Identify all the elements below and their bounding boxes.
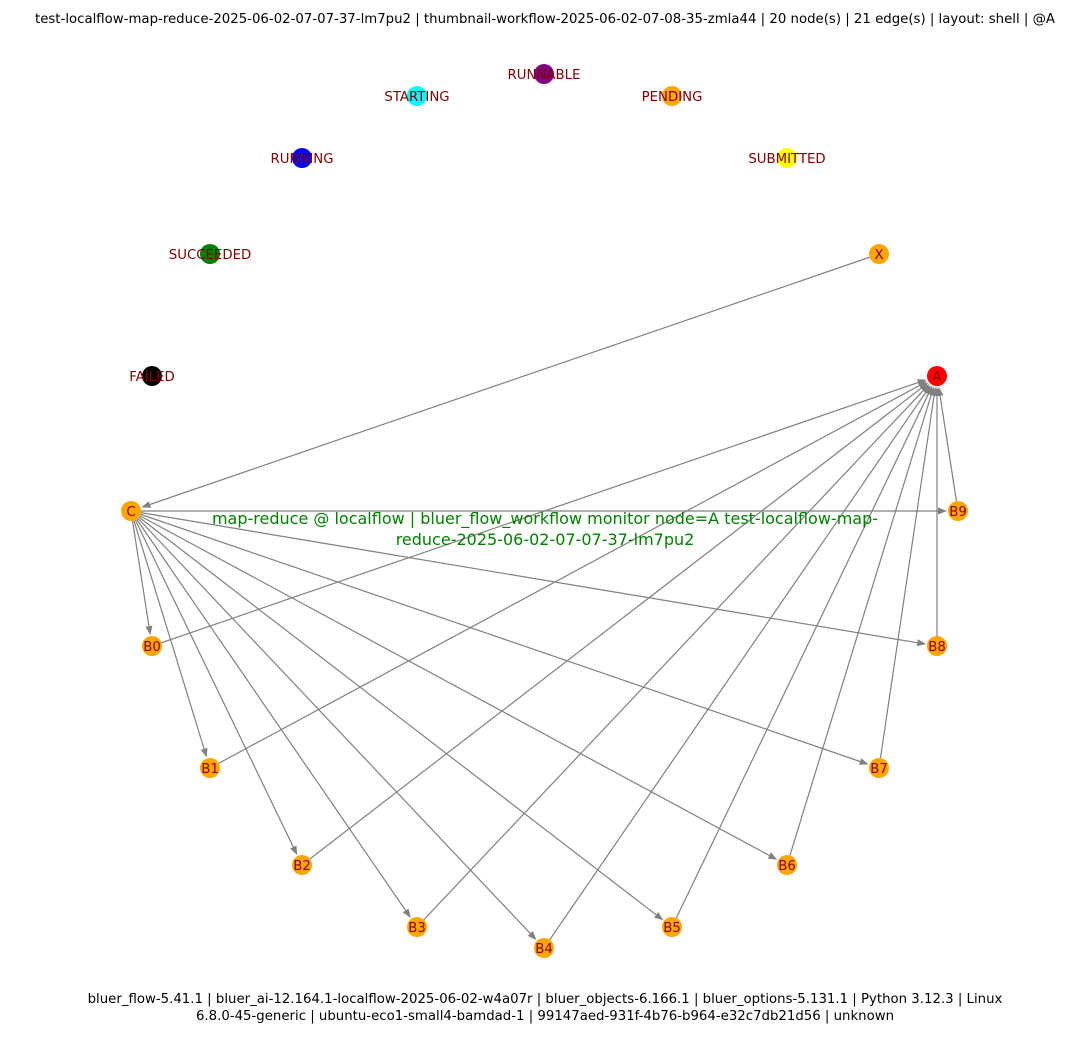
graph-title: test-localflow-map-reduce-2025-06-02-07-… bbox=[35, 12, 1055, 27]
node-label-b7: B7 bbox=[870, 762, 888, 777]
footer-line1: bluer_flow-5.41.1 | bluer_ai-12.164.1-lo… bbox=[88, 992, 1003, 1007]
legend-node-pending: PENDING bbox=[642, 86, 703, 106]
node-x: X bbox=[869, 244, 889, 264]
edge-c-to-b9 bbox=[141, 507, 947, 515]
legend-node-failed: FAILED bbox=[129, 366, 175, 386]
node-label-c: C bbox=[126, 505, 135, 520]
edge-c-to-b3 bbox=[136, 518, 411, 918]
monitor-caption-line1: map-reduce @ localflow | bluer_flow_work… bbox=[212, 509, 878, 529]
node-label-b8: B8 bbox=[928, 640, 946, 655]
node-b6: B6 bbox=[777, 855, 797, 875]
node-b2: B2 bbox=[292, 855, 312, 875]
edge-c-to-b0 bbox=[131, 520, 153, 636]
edge-b1-to-a bbox=[218, 381, 928, 764]
node-label-a: A bbox=[932, 370, 941, 385]
node-b9: B9 bbox=[948, 501, 968, 521]
edge-c-to-b2 bbox=[134, 519, 298, 856]
edge-x-to-c bbox=[141, 256, 870, 508]
legend-label-runnable: RUNNABLE bbox=[508, 68, 581, 83]
legend-label-failed: FAILED bbox=[129, 370, 175, 385]
legend-label-succeeded: SUCCEEDED bbox=[169, 248, 251, 263]
monitor-caption-line2: reduce-2025-06-02-07-07-37-lm7pu2 bbox=[396, 530, 695, 549]
node-b8: B8 bbox=[927, 636, 947, 656]
legend-label-submitted: SUBMITTED bbox=[748, 152, 825, 167]
edge-c-to-b6 bbox=[139, 515, 778, 860]
edges-layer bbox=[131, 256, 958, 941]
node-label-b4: B4 bbox=[535, 942, 553, 957]
node-label-b6: B6 bbox=[778, 859, 796, 874]
node-b4: B4 bbox=[534, 938, 554, 958]
nodes-layer: RUNNABLE STARTING PENDING RUNNING SUBMITTED S… bbox=[121, 64, 968, 958]
edge-c-to-b5 bbox=[138, 516, 664, 921]
node-label-b2: B2 bbox=[293, 859, 311, 874]
node-label-b5: B5 bbox=[663, 921, 681, 936]
legend-label-starting: STARTING bbox=[384, 90, 449, 105]
node-c: C bbox=[121, 501, 141, 521]
edge-c-to-b4 bbox=[137, 517, 537, 941]
node-a: A bbox=[927, 366, 947, 386]
edge-b7-to-a bbox=[879, 386, 938, 759]
legend-node-running: RUNNING bbox=[270, 148, 334, 168]
node-label-b9: B9 bbox=[949, 505, 967, 520]
node-b3: B3 bbox=[407, 917, 427, 937]
node-b7: B7 bbox=[869, 758, 889, 778]
footer-line2: 6.8.0-45-generic | ubuntu-eco1-small4-ba… bbox=[196, 1009, 894, 1024]
edge-c-to-b1 bbox=[133, 520, 208, 758]
legend-node-starting: STARTING bbox=[384, 86, 450, 106]
node-label-b0: B0 bbox=[143, 640, 161, 655]
node-b1: B1 bbox=[200, 758, 220, 778]
legend-node-submitted: SUBMITTED bbox=[748, 148, 826, 168]
node-label-b1: B1 bbox=[201, 762, 219, 777]
edge-b3-to-a bbox=[423, 383, 930, 921]
edge-b9-to-a bbox=[936, 386, 958, 502]
edge-c-to-b7 bbox=[140, 513, 869, 765]
legend-label-running: RUNNING bbox=[270, 152, 333, 167]
edge-c-to-b8 bbox=[140, 512, 927, 647]
node-b5: B5 bbox=[662, 917, 682, 937]
edge-b5-to-a bbox=[675, 385, 933, 919]
edge-b6-to-a bbox=[789, 386, 935, 856]
legend-node-runnable: RUNNABLE bbox=[508, 64, 581, 84]
node-label-x: X bbox=[874, 248, 883, 263]
node-label-b3: B3 bbox=[408, 921, 426, 936]
legend-node-succeeded: SUCCEEDED bbox=[169, 244, 251, 264]
edge-b2-to-a bbox=[309, 382, 929, 860]
edge-b4-to-a bbox=[549, 385, 931, 941]
legend-label-pending: PENDING bbox=[642, 90, 703, 105]
node-b0: B0 bbox=[142, 636, 162, 656]
